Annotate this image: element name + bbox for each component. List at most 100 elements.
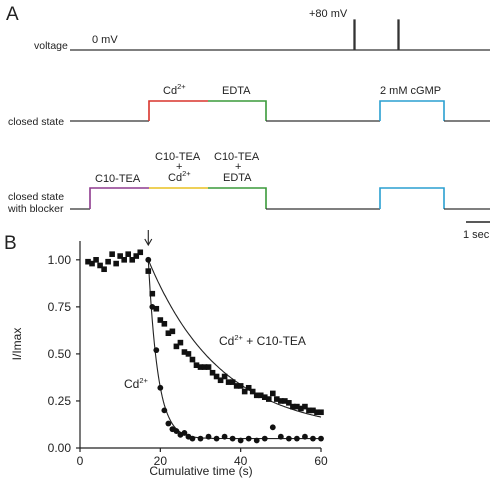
data-point-square — [189, 356, 196, 363]
data-point-square — [225, 379, 232, 385]
data-point-square — [213, 373, 220, 380]
data-point-square — [205, 364, 212, 370]
cd-label: Cd2+ — [163, 82, 186, 97]
cgmp-label: 2 mM cGMP — [380, 85, 441, 97]
data-point-square — [173, 343, 180, 350]
data-point-square — [93, 257, 99, 263]
data-point-circle — [145, 256, 152, 263]
data-point-square — [253, 392, 260, 399]
data-point-square — [229, 379, 236, 385]
data-point-square — [265, 396, 272, 402]
data-point-square — [261, 394, 268, 400]
data-point-square — [318, 409, 324, 416]
voltage-baseline-label: 0 mV — [92, 34, 118, 46]
data-point-square — [201, 364, 208, 370]
data-point-square — [185, 351, 192, 357]
x-axis-title: Cumulative time (s) — [149, 464, 252, 478]
application-arrow — [144, 230, 153, 247]
y-tick-label: 1.00 — [48, 253, 72, 267]
data-point-square — [298, 405, 304, 412]
cgmp-pulse-segment-2 — [379, 187, 445, 209]
annotation-cd-c10: Cd2+ + C10-TEA — [219, 333, 306, 348]
data-point-square — [153, 305, 160, 312]
data-point-square — [113, 260, 119, 267]
cgmp-pulse-segment — [379, 100, 445, 121]
x-tick-label: 40 — [234, 454, 248, 468]
mix1-plus: + — [176, 161, 182, 173]
data-point-square — [161, 321, 168, 327]
data-point-square — [294, 403, 300, 410]
data-point-circle — [245, 435, 252, 442]
data-point-circle — [161, 407, 168, 414]
arrow-head — [144, 238, 153, 247]
cd-pulse-segment — [148, 100, 208, 121]
data-point-square — [221, 373, 228, 380]
data-point-circle — [197, 435, 204, 442]
mix2-line2: EDTA — [223, 172, 252, 184]
data-point-circle — [173, 428, 180, 434]
data-point-circle — [310, 435, 316, 442]
c10-tea-label: C10-TEA — [95, 173, 141, 185]
c10-tea-pulse-segment — [89, 187, 149, 209]
data-point-square — [197, 364, 204, 370]
x-tick-label: 0 — [77, 454, 84, 468]
blocker-trace: C10-TEA C10-TEA + Cd2+ C10-TEA + EDTA — [70, 151, 490, 210]
data-point-circle — [318, 435, 324, 442]
data-point-square — [137, 249, 144, 256]
data-point-circle — [221, 433, 228, 440]
data-point-square — [149, 290, 156, 297]
data-point-square — [169, 328, 176, 335]
data-point-circle — [181, 430, 188, 436]
data-point-square — [145, 268, 152, 274]
data-point-square — [157, 317, 164, 323]
data-point-square — [310, 407, 316, 414]
data-point-square — [133, 253, 140, 259]
x-tick-label: 20 — [154, 454, 168, 468]
data-point-square — [302, 403, 308, 410]
mix2-line1: C10-TEA — [214, 151, 260, 163]
y-ticks: 0.00 0.25 0.50 0.75 1.00 — [48, 253, 80, 455]
fit-curve-cd — [147, 259, 321, 440]
data-point-square — [270, 390, 276, 397]
edta-label: EDTA — [222, 85, 251, 97]
edta-pulse-segment — [208, 100, 267, 121]
data-point-circle — [189, 435, 196, 442]
data-point-square — [181, 349, 188, 355]
x-ticks: 0 20 40 60 — [77, 448, 328, 468]
data-point-square — [249, 388, 256, 395]
data-point-square — [241, 388, 248, 395]
panel-b-label: B — [4, 233, 17, 254]
row-label-closed-state-blocker: closed state — [8, 191, 64, 203]
data-point-circle — [277, 433, 284, 440]
data-point-square — [209, 369, 216, 376]
data-point-square — [165, 330, 172, 337]
y-axis-title: I/Imax — [10, 328, 24, 361]
data-point-square — [97, 262, 103, 269]
c10-tea-edta-pulse-segment — [208, 187, 267, 209]
data-point-square — [282, 398, 288, 404]
data-point-square — [105, 258, 111, 265]
data-point-square — [129, 257, 136, 263]
data-point-square — [85, 258, 91, 265]
fit-curves — [147, 259, 322, 440]
data-point-square — [278, 398, 284, 404]
panel-a-label: A — [6, 4, 19, 25]
data-point-square — [306, 407, 312, 414]
data-point-square — [117, 253, 123, 259]
data-point-square — [109, 251, 115, 257]
row-label-voltage: voltage — [34, 40, 68, 52]
row-label-closed-state: closed state — [8, 116, 64, 128]
data-point-circle — [153, 347, 160, 354]
data-point-circle — [294, 435, 300, 442]
voltage-trace: 0 mV +80 mV — [70, 8, 490, 51]
mix2-plus: + — [235, 161, 241, 173]
data-point-square — [177, 339, 184, 346]
data-point-square — [193, 362, 200, 368]
data-point-square — [217, 377, 224, 384]
data-point-circle — [261, 435, 268, 442]
mix1-line1: C10-TEA — [155, 151, 201, 163]
y-tick-label: 0.75 — [48, 300, 72, 314]
data-point-circle — [157, 384, 164, 391]
data-point-square — [257, 392, 264, 399]
data-point-circle — [213, 435, 220, 442]
